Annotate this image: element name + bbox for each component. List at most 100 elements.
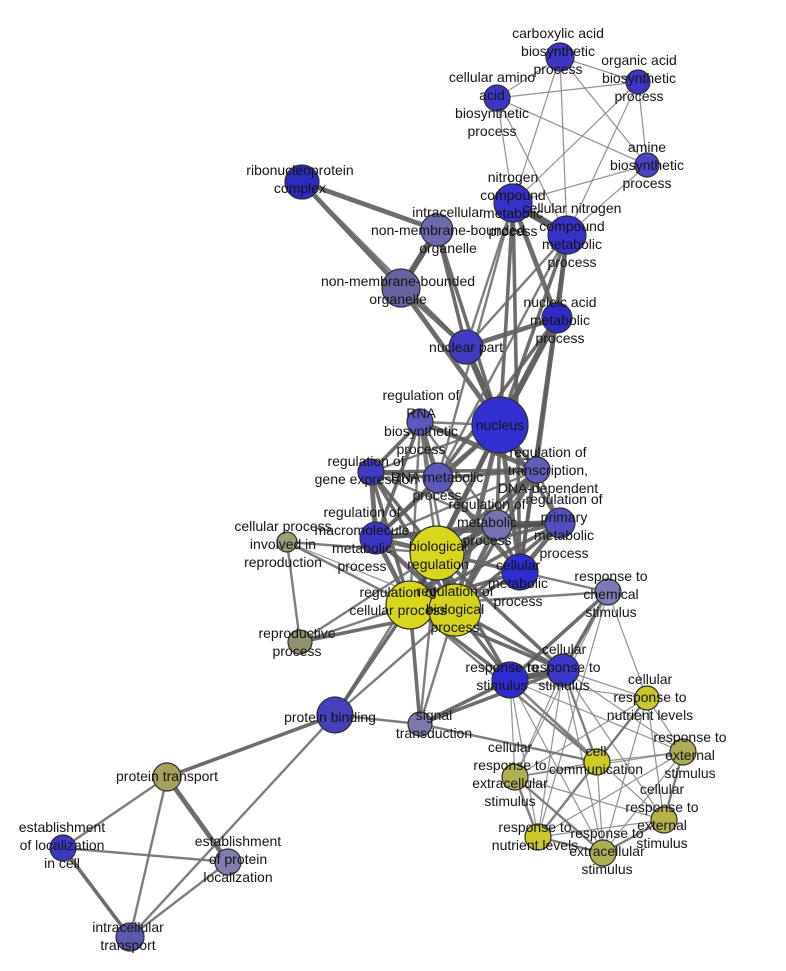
node-label-reproductive-process-line-1: process (272, 643, 321, 659)
network-edge (602, 751, 684, 854)
network-node-nuclear-part[interactable] (448, 329, 484, 365)
node-label-regulation-of-metabolic-process-line-0: regulation of (448, 496, 525, 512)
network-node-cellular-amino-acid-biosynthetic-process[interactable] (483, 84, 511, 112)
network-node-signal-transduction[interactable] (407, 711, 433, 737)
network-node-regulation-of-macromolecule-metabolic-process[interactable] (359, 521, 393, 555)
network-node-cellular-nitrogen-compound-metabolic-process[interactable] (547, 215, 587, 255)
network-node-reproductive-process[interactable] (287, 629, 313, 655)
network-edge (418, 551, 439, 726)
network-edge (646, 697, 665, 821)
network-node-regulation-of-metabolic-process[interactable] (481, 509, 513, 541)
node-label-cellular-nitrogen-compound-metabolic-process-line-1: compound (539, 218, 604, 234)
network-edge (509, 679, 648, 699)
network-edge (61, 846, 132, 939)
node-label-nucleic-acid-metabolic-process-line-2: process (535, 330, 584, 346)
network-node-cellular-metabolic-process[interactable] (501, 553, 539, 591)
network-node-response-to-chemical-stimulus[interactable] (594, 578, 622, 606)
node-label-response-to-chemical-stimulus-line-2: stimulus (585, 604, 636, 620)
network-edge (418, 722, 599, 764)
network-node-amine-biosynthetic-process[interactable] (634, 152, 660, 178)
node-label-carboxylic-acid-biosynthetic-process-line-0: carboxylic acid (512, 25, 604, 41)
network-node-cellular-process-involved-in-reproduction[interactable] (276, 531, 298, 553)
network-node-carboxylic-acid-biosynthetic-process[interactable] (545, 42, 575, 72)
node-label-amine-biosynthetic-process-line-0: amine (628, 139, 666, 155)
network-node-ribonucleoprotein-complex[interactable] (284, 164, 320, 200)
node-label-protein-transport-line-0: protein transport (116, 768, 218, 784)
network-node-non-membrane-bounded-organelle[interactable] (381, 268, 421, 308)
node-label-cellular-metabolic-process-line-1: metabolic (488, 575, 548, 591)
network-edge (509, 679, 604, 854)
node-label-intracellular-transport-line-1: transport (100, 937, 155, 953)
network-node-cellular-response-to-stimulus[interactable] (546, 653, 580, 687)
network-node-biological-regulation[interactable] (409, 525, 465, 581)
node-label-response-to-external-stimulus-line-0: response to (653, 729, 726, 745)
node-label-regulation-of-macromolecule-metabolic-process-line-2: metabolic (332, 540, 392, 556)
node-label-cellular-response-to-external-stimulus-line-1: response to (625, 799, 698, 815)
network-node-intracellular-transport[interactable] (115, 922, 145, 952)
network-node-response-to-nutrient-levels[interactable] (524, 823, 552, 851)
network-node-nitrogen-compound-metabolic-process[interactable] (493, 183, 533, 223)
node-label-regulation-of-rna-biosynthetic-process-line-1: RNA (406, 405, 436, 421)
network-node-cell-communication[interactable] (583, 748, 611, 776)
network-node-cellular-response-to-nutrient-levels[interactable] (634, 685, 660, 711)
network-edge (559, 56, 568, 236)
network-edge (408, 420, 422, 607)
network-node-regulation-of-primary-metabolic-process[interactable] (544, 507, 576, 539)
network-node-cellular-response-to-external-stimulus[interactable] (650, 806, 678, 834)
network-edge (496, 97, 648, 166)
node-label-cellular-metabolic-process-line-0: cellular (496, 557, 541, 573)
network-edge (513, 775, 605, 855)
network-node-nucleic-acid-metabolic-process[interactable] (541, 302, 573, 334)
node-label-response-to-chemical-stimulus-line-0: response to (574, 568, 647, 584)
network-edge (498, 201, 515, 427)
network-node-establishment-of-protein-localization[interactable] (214, 848, 242, 876)
network-node-cellular-response-to-extracellular-stimulus[interactable] (501, 763, 529, 791)
network-edge (537, 761, 598, 838)
network-edge (128, 713, 337, 939)
node-label-nitrogen-compound-metabolic-process-line-1: compound (480, 187, 545, 203)
network-edge (164, 774, 231, 865)
network-edge (566, 81, 639, 236)
network-edge (512, 56, 561, 204)
network-node-rna-metabolic-process[interactable] (422, 462, 454, 494)
network-node-nucleus[interactable] (471, 396, 529, 454)
network-edge (537, 751, 684, 838)
network-node-response-to-external-stimulus[interactable] (669, 738, 697, 766)
node-label-response-to-chemical-stimulus-line-1: chemical (583, 586, 638, 602)
network-node-establishment-of-localization-in-cell[interactable] (49, 834, 77, 862)
node-label-signal-transduction-line-1: transduction (396, 725, 472, 741)
network-edge (496, 97, 568, 236)
node-label-non-membrane-bounded-organelle-line-1: organelle (369, 291, 427, 307)
network-node-response-to-stimulus[interactable] (491, 661, 529, 699)
node-label-cellular-process-involved-in-reproduction-line-2: reproduction (244, 554, 322, 570)
network-node-organic-acid-biosynthetic-process[interactable] (625, 69, 651, 95)
node-label-cellular-response-to-nutrient-levels-line-1: response to (613, 689, 686, 705)
network-node-intracellular-non-membrane-bounded-organelle[interactable] (420, 213, 454, 247)
node-label-rna-metabolic-process-line-1: process (412, 487, 461, 503)
node-label-biological-regulation-line-0: biological (409, 538, 467, 554)
node-label-biological-regulation-line-1: regulation (407, 556, 469, 572)
network-node-regulation-of-rna-biosynthetic-process[interactable] (406, 408, 434, 436)
node-label-cellular-response-to-extracellular-stimulus-line-3: stimulus (484, 793, 535, 809)
network-node-regulation-of-biological-process[interactable] (428, 583, 482, 637)
network-edge (509, 679, 684, 753)
node-label-regulation-of-biological-process-line-1: biological (426, 601, 484, 617)
node-label-nitrogen-compound-metabolic-process-line-0: nitrogen (488, 169, 539, 185)
network-edge (510, 200, 560, 321)
node-label-cellular-response-to-external-stimulus-line-0: cellular (640, 781, 685, 797)
node-label-organic-acid-biosynthetic-process-line-2: process (614, 88, 663, 104)
network-node-regulation-of-gene-expression[interactable] (357, 458, 385, 486)
network-node-protein-binding[interactable] (316, 696, 354, 734)
node-label-regulation-of-rna-biosynthetic-process-line-2: biosynthetic (384, 423, 458, 439)
node-label-response-to-stimulus-line-1: stimulus (476, 677, 527, 693)
network-edge (514, 669, 564, 778)
network-node-regulation-of-transcription-dna-dependent[interactable] (523, 456, 551, 484)
node-label-regulation-of-cellular-process-line-0: regulation of (359, 584, 436, 600)
network-node-protein-transport[interactable] (152, 762, 182, 792)
network-node-response-to-extracellular-stimulus[interactable] (589, 839, 617, 867)
node-label-organic-acid-biosynthetic-process-line-0: organic acid (601, 52, 677, 68)
node-label-establishment-of-protein-localization-line-0: establishment (195, 833, 281, 849)
network-edge (509, 679, 665, 821)
network-edge (165, 713, 337, 779)
